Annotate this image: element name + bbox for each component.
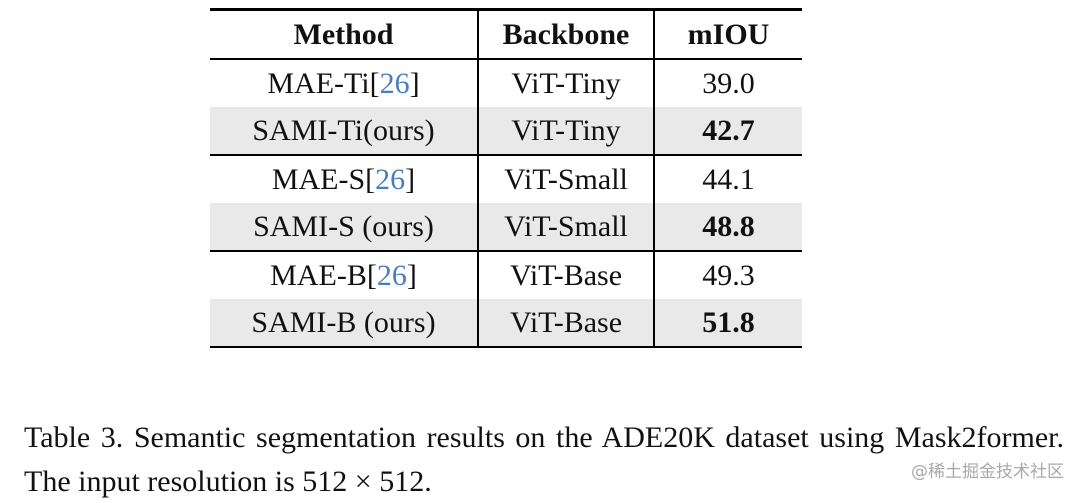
miou-cell: 39.0 xyxy=(653,59,802,107)
method-cell: SAMI-S (ours) xyxy=(210,203,478,252)
citation-link[interactable]: 26 xyxy=(379,66,410,100)
method-cell: MAE-Ti[26] xyxy=(210,59,478,107)
miou-cell: 44.1 xyxy=(653,155,802,203)
method-cell: SAMI-Ti(ours) xyxy=(210,107,478,156)
backbone-cell: ViT-Base xyxy=(477,299,654,348)
table-row: MAE-S[26] ViT-Small 44.1 xyxy=(210,155,802,203)
citation-link[interactable]: 26 xyxy=(375,162,406,196)
backbone-cell: ViT-Small xyxy=(477,155,654,203)
method-cell: MAE-S[26] xyxy=(210,155,478,203)
miou-cell: 51.8 xyxy=(653,299,802,348)
table-row: SAMI-S (ours) ViT-Small 48.8 xyxy=(210,203,802,252)
table-row: MAE-Ti[26] ViT-Tiny 39.0 xyxy=(210,59,802,107)
miou-cell: 48.8 xyxy=(653,203,802,252)
backbone-cell: ViT-Tiny xyxy=(477,107,654,156)
backbone-cell: ViT-Tiny xyxy=(477,59,654,107)
citation-link[interactable]: 26 xyxy=(376,258,407,292)
backbone-cell: ViT-Small xyxy=(477,203,654,252)
table-caption: Table 3. Semantic segmentation results o… xyxy=(24,421,1064,498)
table-row: SAMI-B (ours) ViT-Base 51.8 xyxy=(210,299,802,348)
method-text: MAE-Ti[ xyxy=(267,66,380,100)
header-miou: mIOU xyxy=(653,8,802,60)
method-text: MAE-S[ xyxy=(271,162,376,196)
method-cell: MAE-B[26] xyxy=(210,251,478,299)
header-backbone: Backbone xyxy=(477,8,654,60)
backbone-cell: ViT-Base xyxy=(477,251,654,299)
watermark-text: @稀土掘金技术社区 xyxy=(911,462,1064,482)
method-text: ] xyxy=(409,66,420,100)
miou-cell: 42.7 xyxy=(653,107,802,156)
header-row: Method Backbone mIOU xyxy=(210,8,802,60)
header-method: Method xyxy=(210,8,478,60)
method-text: ] xyxy=(406,258,417,292)
results-table: Method Backbone mIOU MAE-Ti[26] ViT-Tiny… xyxy=(210,8,802,348)
miou-cell: 49.3 xyxy=(653,251,802,299)
results-table-container: Method Backbone mIOU MAE-Ti[26] ViT-Tiny… xyxy=(210,8,802,348)
method-cell: SAMI-B (ours) xyxy=(210,299,478,348)
table-row: SAMI-Ti(ours) ViT-Tiny 42.7 xyxy=(210,107,802,156)
table-row: MAE-B[26] ViT-Base 49.3 xyxy=(210,251,802,299)
method-text: MAE-B[ xyxy=(270,258,377,292)
method-text: ] xyxy=(405,162,416,196)
